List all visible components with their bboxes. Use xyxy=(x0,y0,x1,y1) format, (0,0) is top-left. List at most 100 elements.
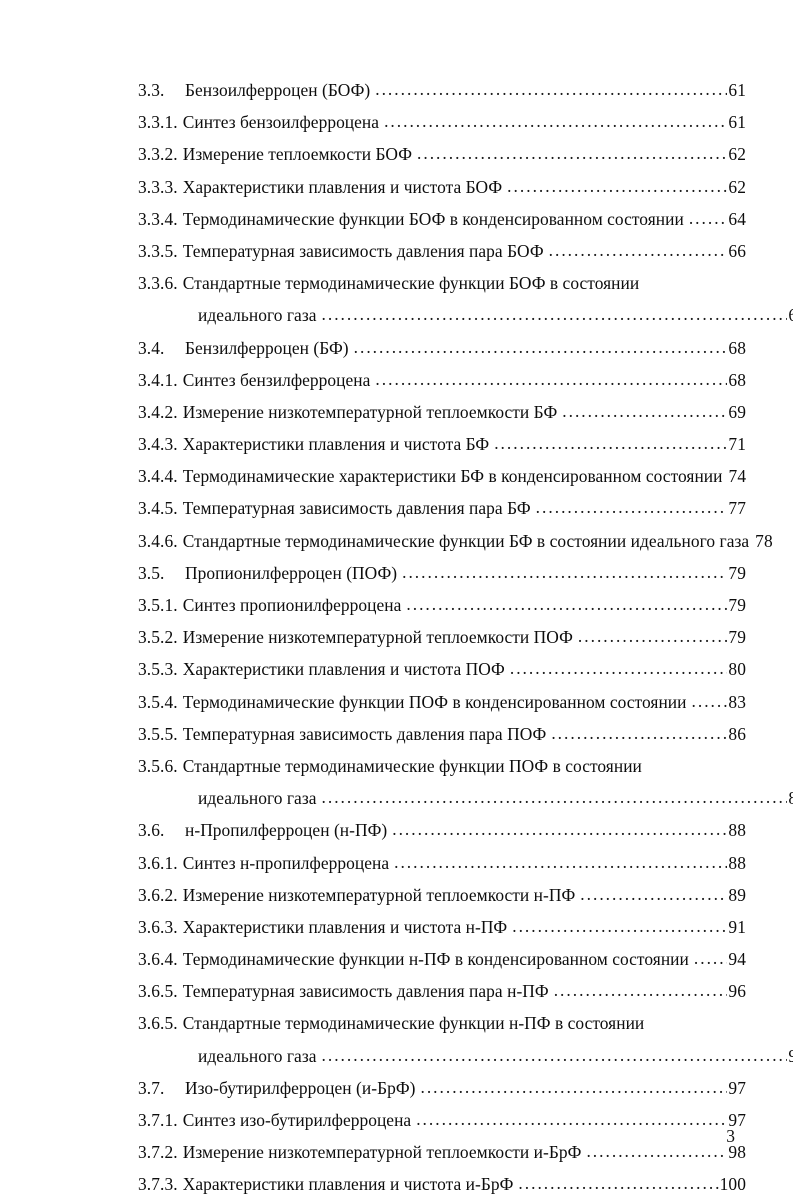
toc-entry-number: 3.6.1. xyxy=(138,852,178,873)
toc-entry-continuation-title: идеального газа xyxy=(198,1045,317,1066)
toc-entry-number: 3.5.5. xyxy=(138,723,178,744)
toc-entry-title: Измерение теплоемкости БОФ xyxy=(182,144,413,165)
toc-entry[interactable]: 3.4.1. Синтез бензилферроцена............… xyxy=(138,364,746,396)
toc-entry-title: Термодинамические характеристики БФ в ко… xyxy=(182,466,723,487)
toc-entry-page: 78 xyxy=(755,530,773,551)
toc-entry-number: 3.6. xyxy=(138,820,165,841)
toc-entry-number: 3.3.3. xyxy=(138,176,178,197)
toc-entry-title: н-Пропилферроцен (н-ПФ) xyxy=(185,820,388,841)
toc-entry-page: 67 xyxy=(788,305,793,326)
toc-entry[interactable]: 3.3.5. Температурная зависимость давления… xyxy=(138,235,746,267)
dot-leader: ........................................… xyxy=(551,722,728,743)
dot-leader: ........................................… xyxy=(406,594,727,614)
toc-entry[interactable]: 3.7.2. Измерение низкотемпературной тепло… xyxy=(138,1136,746,1168)
toc-entry[interactable]: 3.5.6. Стандартные термодинамические функ… xyxy=(138,750,746,782)
toc-entry-page: 97 xyxy=(728,1110,746,1130)
toc-entry-page: 86 xyxy=(728,723,746,744)
toc-entry-number: 3.3.5. xyxy=(138,240,178,261)
toc-entry-page: 62 xyxy=(728,176,746,197)
toc-entry[interactable]: 3.6. н-Пропилферроцен (н-ПФ).............… xyxy=(138,814,746,846)
toc-entry[interactable]: 3.4. Бензилферроцен (БФ).................… xyxy=(138,332,746,364)
toc-entry-number: 3.7. xyxy=(138,1077,165,1098)
toc-entry-title: Температурная зависимость давления пара … xyxy=(182,498,531,519)
toc-entry-page: 64 xyxy=(728,208,746,229)
toc-entry[interactable]: 3.6.2. Измерение низкотемпературной тепло… xyxy=(138,879,746,911)
toc-entry[interactable]: 3.4.6. Стандартные термодинамические функ… xyxy=(138,525,773,557)
toc-entry-continuation-title: идеального газа xyxy=(198,305,317,326)
toc-entry-page: 66 xyxy=(728,240,746,261)
toc-entry[interactable]: 3.5.3. Характеристики плавления и чистота… xyxy=(138,653,746,685)
dot-leader: ........................................… xyxy=(518,1173,718,1194)
toc-entry-page: 89 xyxy=(728,884,746,905)
toc-entry-title: Характеристики плавления и чистота БФ xyxy=(182,434,490,455)
toc-entry[interactable]: 3.6.5. Температурная зависимость давления… xyxy=(138,975,746,1007)
dot-leader: ........................................… xyxy=(384,111,727,132)
toc-entry[interactable]: 3.4.3. Характеристики плавления и чистота… xyxy=(138,428,746,460)
toc-entry[interactable]: 3.4.4. Термодинамические характеристики Б… xyxy=(138,460,746,492)
toc-entry-page: 61 xyxy=(728,80,746,100)
toc-entry-page: 71 xyxy=(728,434,746,455)
toc-entry[interactable]: 3.7.1. Синтез изо-бутирилферроцена.......… xyxy=(138,1104,746,1136)
toc-entry[interactable]: 3.7. Изо-бутирилферроцен (и-БрФ).........… xyxy=(138,1072,746,1104)
toc-entry-page: 68 xyxy=(728,337,746,358)
toc-entry[interactable]: 3.3.3. Характеристики плавления и чистота… xyxy=(138,171,746,203)
toc-entry-number: 3.4.5. xyxy=(138,498,178,519)
toc-entry-continuation[interactable]: идеального газа.........................… xyxy=(138,299,793,331)
dot-leader: ........................................… xyxy=(417,143,728,164)
toc-entry[interactable]: 3.3. Бензоилферроцен (БОФ)...............… xyxy=(138,74,746,106)
toc-entry[interactable]: 3.4.5. Температурная зависимость давления… xyxy=(138,492,746,524)
toc-entry[interactable]: 3.5.1. Синтез пропионилферроцена.........… xyxy=(138,589,746,621)
toc-entry[interactable]: 3.4.2. Измерение низкотемпературной тепло… xyxy=(138,396,746,428)
dot-leader: ........................................… xyxy=(535,497,728,518)
toc-entry[interactable]: 3.3.4. Термодинамические функции БОФ в ко… xyxy=(138,203,746,235)
toc-entry[interactable]: 3.5. Пропионилферроцен (ПОФ).............… xyxy=(138,557,746,589)
dot-leader: ........................................… xyxy=(509,658,728,679)
toc-entry-number: 3.3.6. xyxy=(138,273,178,294)
toc-entry-number: 3.3.2. xyxy=(138,144,178,165)
toc-entry-title: Бензилферроцен (БФ) xyxy=(185,337,349,358)
toc-entry-title: Стандартные термодинамические функции БФ… xyxy=(182,530,750,551)
dot-leader: ........................................… xyxy=(548,239,728,260)
toc-entry-page: 68 xyxy=(728,369,746,390)
table-of-contents: 3.3. Бензоилферроцен (БОФ)...............… xyxy=(138,74,793,1201)
toc-entry[interactable]: 3.6.4. Термодинамические функции н-ПФ в к… xyxy=(138,943,746,975)
toc-entry-number: 3.5. xyxy=(138,562,165,583)
toc-entry-number: 3.7.3. xyxy=(138,1174,178,1195)
toc-entry-title: Температурная зависимость давления пара … xyxy=(182,981,549,1002)
dot-leader: ........................................… xyxy=(693,948,728,969)
toc-entry-continuation[interactable]: идеального газа.........................… xyxy=(138,1040,793,1072)
toc-entry[interactable]: 3.6.1. Синтез н-пропилферроцена..........… xyxy=(138,847,746,879)
toc-entry[interactable]: 3.5.5. Температурная зависимость давления… xyxy=(138,718,746,750)
toc-entry-page: 87 xyxy=(788,788,793,809)
toc-entry[interactable]: 3.5.4. Термодинамические функции ПОФ в ко… xyxy=(138,686,746,718)
toc-entry[interactable]: 3.3.1. Синтез бензоилферроцена...........… xyxy=(138,106,746,138)
toc-entry-title: Бензоилферроцен (БОФ) xyxy=(185,80,371,100)
toc-entry-title: Термодинамические функции н-ПФ в конденс… xyxy=(182,949,689,970)
toc-entry-title: Температурная зависимость давления пара … xyxy=(182,723,547,744)
toc-entry-page: 61 xyxy=(728,112,746,133)
dot-leader: ........................................… xyxy=(321,787,788,808)
toc-entry[interactable]: 3.6.3. Характеристики плавления и чистота… xyxy=(138,911,746,943)
toc-entry-page: 88 xyxy=(728,820,746,841)
toc-entry-number: 3.3.1. xyxy=(138,112,178,133)
dot-leader: ........................................… xyxy=(416,1109,728,1129)
toc-entry[interactable]: 3.3.2. Измерение теплоемкости БОФ........… xyxy=(138,138,746,170)
toc-entry-page: 77 xyxy=(728,498,746,519)
toc-entry-number: 3.7.1. xyxy=(138,1110,178,1130)
toc-entry[interactable]: 3.7.3. Характеристики плавления и чистота… xyxy=(138,1168,746,1200)
toc-entry[interactable]: 3.3.6. Стандартные термодинамические функ… xyxy=(138,267,746,299)
toc-entry-title: Синтез пропионилферроцена xyxy=(182,595,402,615)
toc-entry-title: Температурная зависимость давления пара … xyxy=(182,240,544,261)
toc-entry-continuation[interactable]: идеального газа.........................… xyxy=(138,782,793,814)
toc-entry-title: Синтез бензилферроцена xyxy=(182,369,371,390)
toc-entry[interactable]: 3.6.5. Стандартные термодинамические функ… xyxy=(138,1007,746,1039)
toc-entry-number: 3.6.3. xyxy=(138,916,178,937)
dot-leader: ........................................… xyxy=(321,304,788,325)
toc-entry-number: 3.6.5. xyxy=(138,981,178,1002)
toc-entry[interactable]: 3.5.2. Измерение низкотемпературной тепло… xyxy=(138,621,746,653)
dot-leader: ........................................… xyxy=(394,851,727,872)
toc-entry-page: 74 xyxy=(728,466,747,487)
dot-leader: ........................................… xyxy=(507,175,727,196)
toc-entry-title: Измерение низкотемпературной теплоемкост… xyxy=(182,1142,582,1163)
